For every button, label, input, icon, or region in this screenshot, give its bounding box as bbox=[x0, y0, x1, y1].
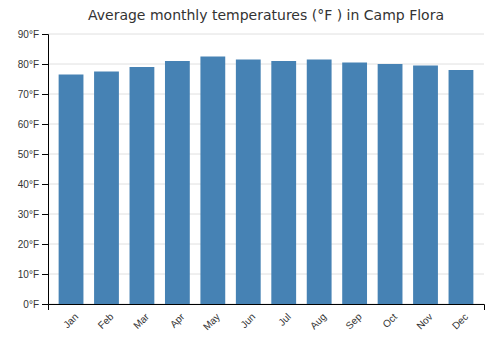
tick: 0°F bbox=[23, 299, 48, 310]
bar bbox=[342, 63, 367, 305]
tick-label: 30°F bbox=[18, 209, 39, 220]
bar bbox=[59, 75, 84, 305]
y-axis: 0°F 10°F 20°F 30°F 40°F 50°F 60°F 70°F 80°F 90°F bbox=[18, 29, 49, 310]
bar bbox=[236, 60, 261, 305]
tick: 30°F bbox=[18, 209, 48, 220]
tick-label: Aug bbox=[308, 311, 328, 331]
tick-mark bbox=[42, 184, 48, 185]
tick: 20°F bbox=[18, 239, 48, 250]
tick-label: Jul bbox=[276, 311, 293, 328]
tick-label: 20°F bbox=[18, 239, 39, 250]
tick-mark bbox=[42, 94, 48, 95]
axis-line bbox=[42, 35, 49, 305]
bar bbox=[165, 61, 190, 304]
tick-label: Jan bbox=[61, 311, 80, 330]
tick-label: 40°F bbox=[18, 179, 39, 190]
tick-label: 70°F bbox=[18, 89, 39, 100]
tick-mark bbox=[42, 214, 48, 215]
tick-label: Mar bbox=[131, 311, 151, 331]
bars bbox=[59, 57, 474, 305]
axis-line bbox=[49, 305, 485, 311]
tick-label: 0°F bbox=[23, 299, 39, 310]
tick-mark bbox=[42, 64, 48, 65]
tick-label: 90°F bbox=[18, 29, 39, 40]
tick: Jan bbox=[61, 311, 80, 330]
tick: Sep bbox=[343, 311, 364, 332]
tick-label: 50°F bbox=[18, 149, 39, 160]
tick: 70°F bbox=[18, 89, 48, 100]
grid-line bbox=[48, 64, 484, 65]
grid-line bbox=[48, 34, 484, 35]
tick: Feb bbox=[96, 311, 116, 331]
tick: Jul bbox=[276, 311, 293, 328]
tick-mark bbox=[42, 244, 48, 245]
tick-mark bbox=[42, 274, 48, 275]
bar bbox=[378, 64, 403, 304]
tick: Apr bbox=[168, 311, 187, 330]
tick-label: Sep bbox=[343, 311, 364, 332]
tick-mark bbox=[42, 124, 48, 125]
tick-label: Apr bbox=[168, 311, 187, 330]
tick-label: May bbox=[201, 311, 222, 332]
tick: 90°F bbox=[18, 29, 48, 40]
tick-label: 80°F bbox=[18, 59, 39, 70]
tick-label: 60°F bbox=[18, 119, 39, 130]
tick-mark bbox=[42, 34, 48, 35]
tick: 40°F bbox=[18, 179, 48, 190]
bar bbox=[94, 72, 119, 305]
tick: 60°F bbox=[18, 119, 48, 130]
tick-mark bbox=[42, 304, 48, 305]
tick: Dec bbox=[450, 311, 470, 331]
tick: Aug bbox=[308, 311, 328, 331]
tick-mark bbox=[42, 154, 48, 155]
tick-label: Nov bbox=[414, 311, 434, 331]
tick: 50°F bbox=[18, 149, 48, 160]
plot: 0°F 10°F 20°F 30°F 40°F 50°F 60°F 70°F 80°F 90°F J… bbox=[18, 29, 485, 333]
tick: Oct bbox=[380, 311, 399, 330]
title: Average monthly temperatures (°F ) in Ca… bbox=[88, 7, 444, 23]
tick-label: Jun bbox=[238, 311, 257, 330]
tick-label: 10°F bbox=[18, 269, 39, 280]
tick-label: Oct bbox=[380, 311, 399, 330]
bar bbox=[200, 57, 225, 305]
chart: 0°F 10°F 20°F 30°F 40°F 50°F 60°F 70°F 80°F 90°F J… bbox=[0, 0, 500, 350]
bar bbox=[130, 67, 155, 304]
x-axis: Jan Feb Mar Apr May Jun Jul Aug Sep Oct Nov Dec bbox=[49, 305, 485, 333]
tick: Jun bbox=[238, 311, 257, 330]
tick: 10°F bbox=[18, 269, 48, 280]
bar bbox=[449, 70, 474, 304]
grid bbox=[48, 34, 484, 304]
tick: May bbox=[201, 311, 222, 332]
bar bbox=[307, 60, 332, 305]
tick-label: Dec bbox=[450, 311, 470, 331]
tick: Mar bbox=[131, 311, 151, 331]
tick: Nov bbox=[414, 311, 434, 331]
tick: 80°F bbox=[18, 59, 48, 70]
bar bbox=[413, 66, 438, 305]
tick-label: Feb bbox=[96, 311, 116, 331]
bar bbox=[271, 61, 296, 304]
